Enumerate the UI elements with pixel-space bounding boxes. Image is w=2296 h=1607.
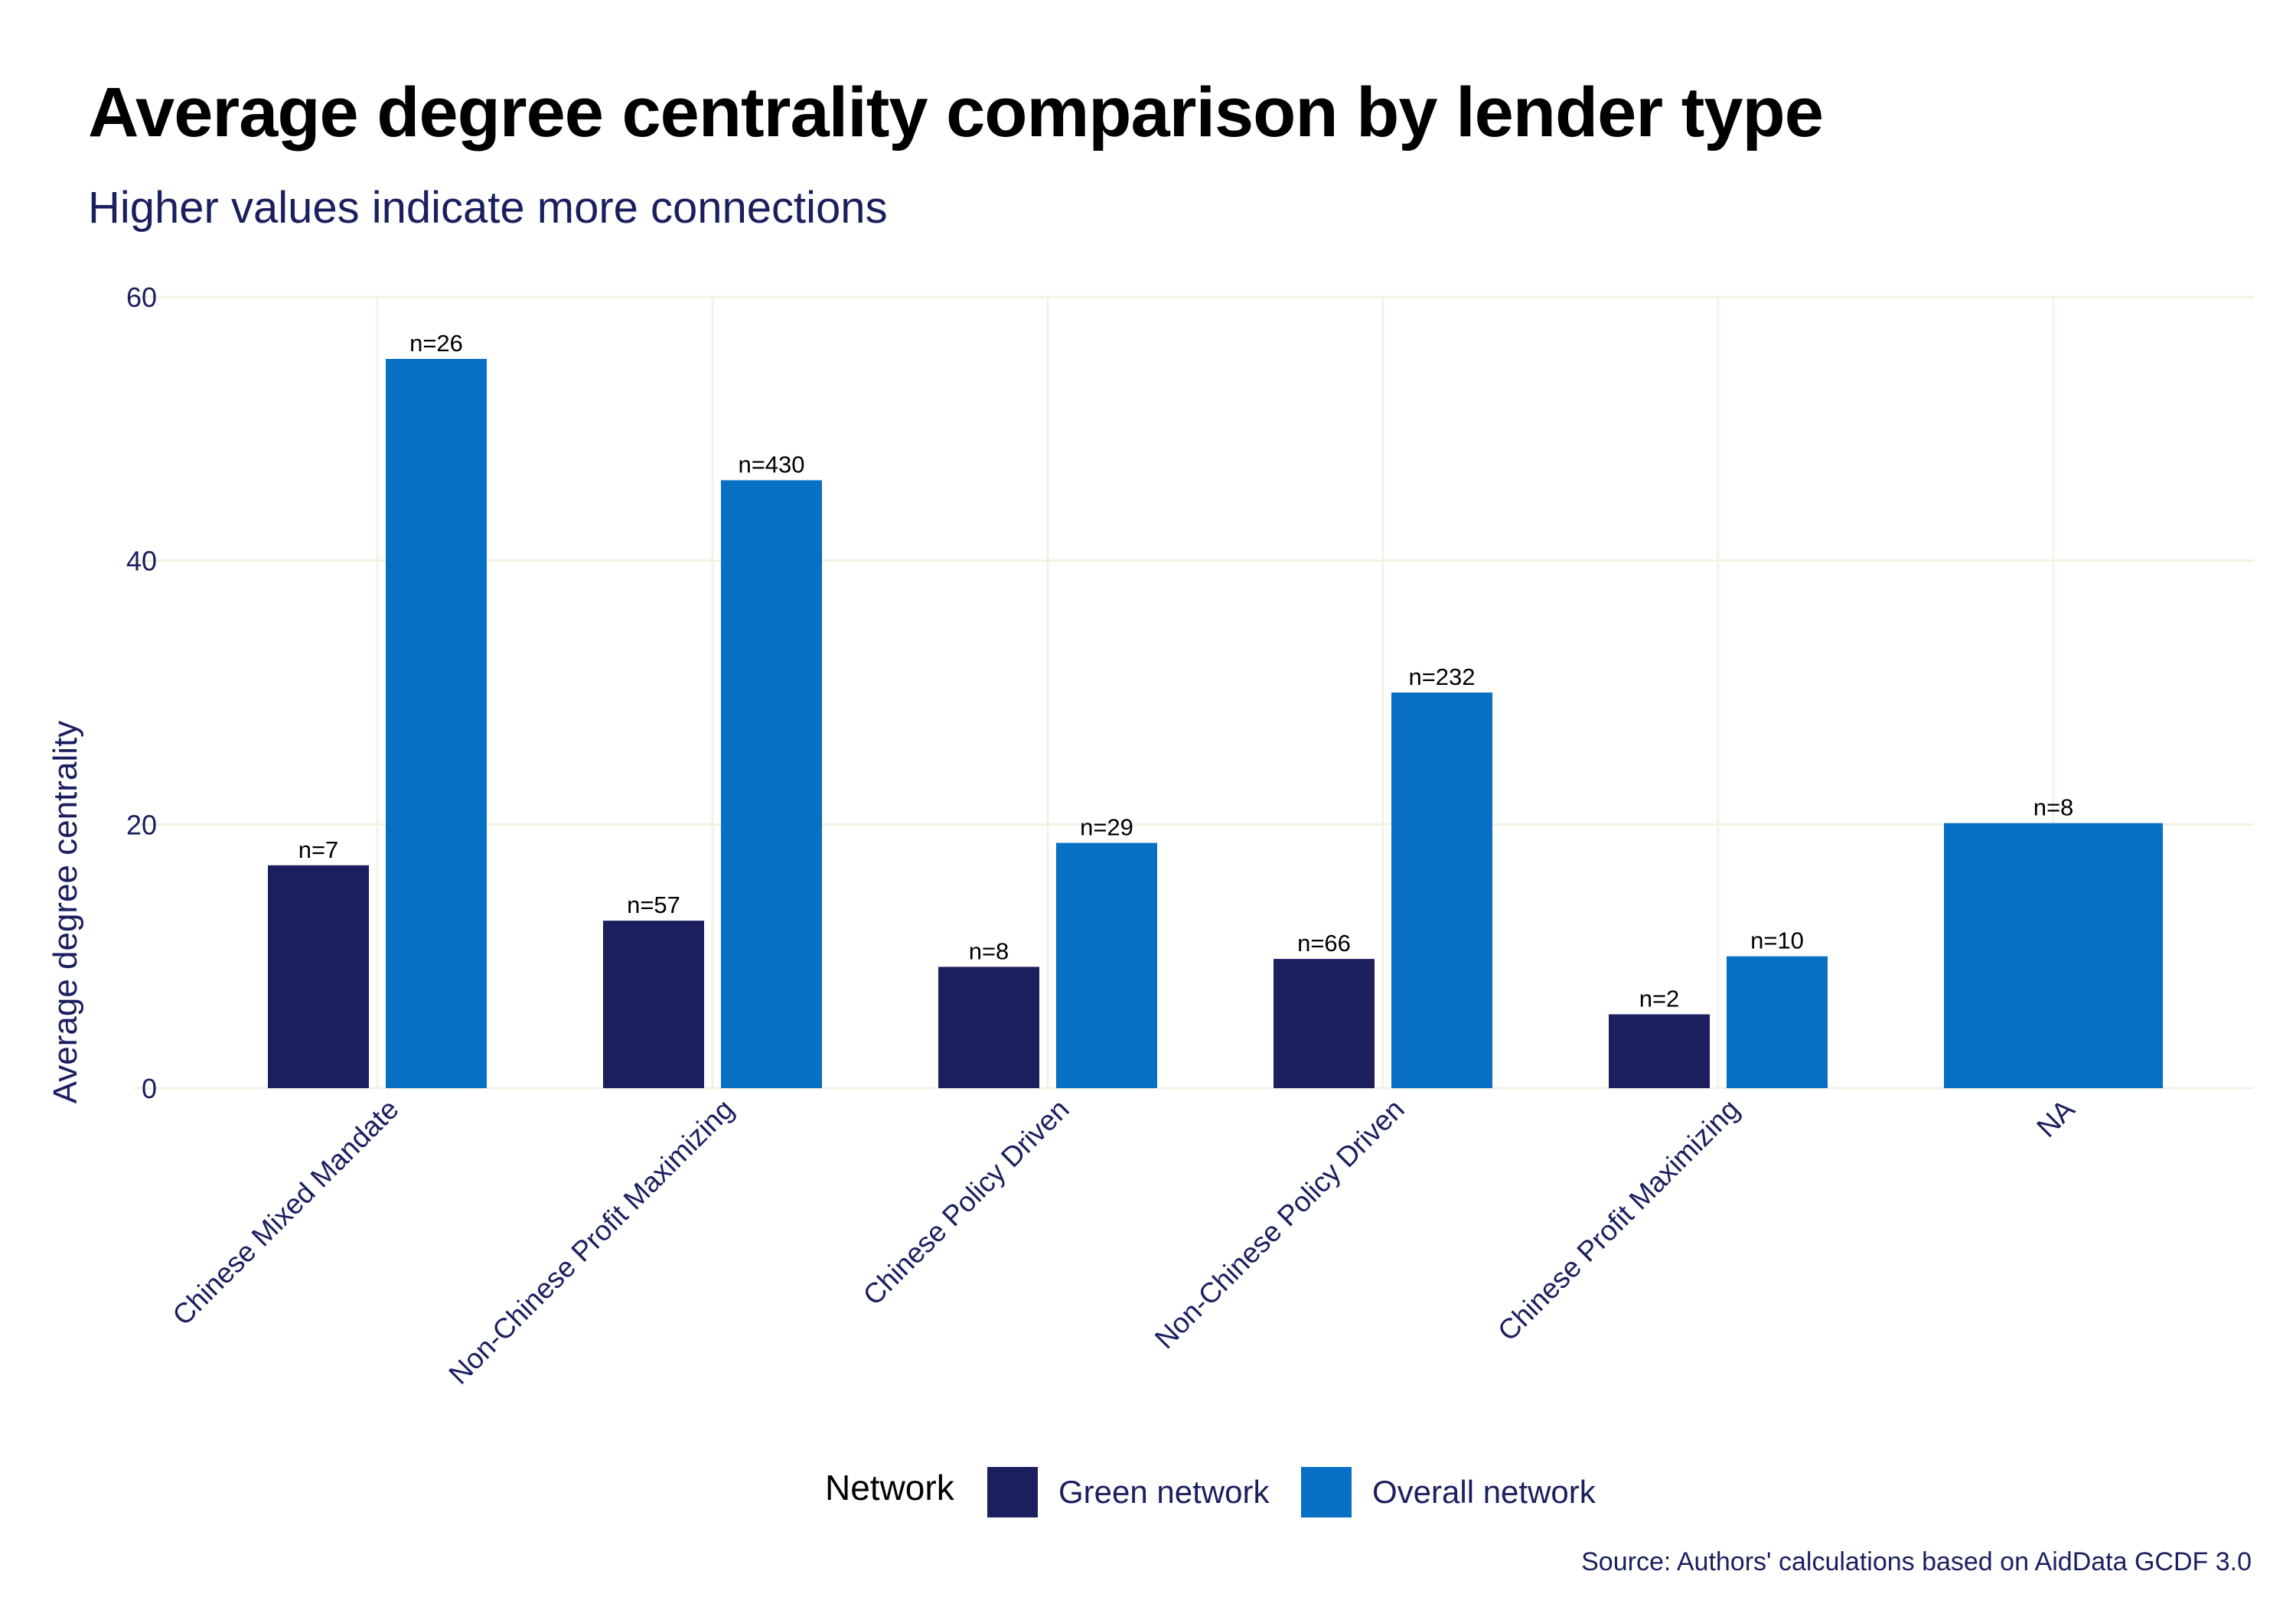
bar-overall-network [1727, 956, 1828, 1088]
legend-key-overall [1301, 1467, 1352, 1517]
legend-title: Network [825, 1468, 955, 1508]
x-tick-label: Chinese Mixed Mandate [167, 1094, 405, 1332]
x-tick-label: NA [2030, 1093, 2081, 1143]
x-tick-label: Chinese Profit Maximizing [1492, 1094, 1745, 1347]
chart-title: Average degree centrality comparison by … [88, 73, 1824, 152]
data-label: n=26 [409, 330, 463, 357]
data-label: n=232 [1408, 663, 1475, 690]
y-axis-title: Average degree centrality [47, 721, 84, 1104]
bar-overall-network [386, 358, 487, 1088]
legend-label: Overall network [1372, 1474, 1596, 1510]
data-label: n=7 [298, 836, 339, 863]
data-label: n=29 [1080, 813, 1133, 840]
data-label: n=10 [1750, 927, 1804, 954]
grid-lines [134, 295, 2254, 1090]
data-label: n=430 [738, 451, 804, 478]
x-axis-labels: Chinese Mixed Mandate Non-Chinese Profit … [167, 1093, 2081, 1390]
source-note: Source: Authors' calculations based on A… [1581, 1547, 2252, 1576]
bar-overall-network [1944, 823, 2163, 1088]
chart-subtitle: Higher values indicate more connections [88, 183, 888, 233]
bar-overall-network [1391, 693, 1492, 1088]
bar-overall-network [1056, 843, 1157, 1088]
y-axis: 0 20 40 60 [126, 282, 157, 1104]
y-tick-label: 0 [142, 1073, 157, 1104]
data-label: n=2 [1639, 985, 1680, 1012]
data-label: n=8 [969, 937, 1009, 964]
y-tick-label: 60 [126, 282, 157, 313]
x-tick-label: Non-Chinese Policy Driven [1149, 1094, 1411, 1355]
bar-green-network [603, 921, 704, 1088]
data-label: n=66 [1297, 930, 1351, 957]
y-tick-label: 40 [126, 546, 157, 577]
x-tick-label: Non-Chinese Profit Maximizing [443, 1094, 740, 1390]
bar-green-network [938, 966, 1039, 1088]
legend: Network Green network Overall network [825, 1467, 1596, 1517]
x-tick-label: Chinese Policy Driven [857, 1094, 1075, 1312]
data-label: n=57 [627, 892, 680, 918]
bar-green-network [268, 865, 369, 1088]
bars: n=7 n=26 n=57 n=430 n=8 n=29 n=66 n=232 n=2 n=10 n… [268, 330, 2163, 1088]
data-label: n=8 [2033, 794, 2074, 821]
legend-label: Green network [1058, 1474, 1270, 1510]
y-tick-label: 20 [126, 809, 157, 840]
legend-key-green [987, 1467, 1038, 1517]
bar-overall-network [721, 480, 822, 1088]
bar-green-network [1274, 959, 1375, 1088]
bar-green-network [1609, 1014, 1710, 1088]
